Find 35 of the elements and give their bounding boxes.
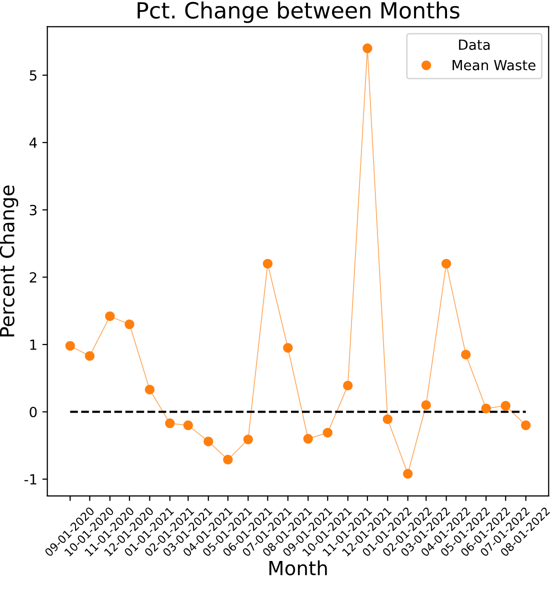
legend-title: Data	[459, 40, 490, 50]
y-tick-label: 2	[30, 272, 36, 282]
chart-title: Pct. Change between Months	[138, 2, 460, 24]
point	[243, 434, 253, 444]
point	[144, 384, 155, 394]
point	[481, 404, 491, 414]
legend-label: Mean Waste	[452, 60, 536, 70]
point	[441, 258, 452, 269]
point	[402, 468, 413, 479]
point	[500, 400, 510, 411]
point	[204, 436, 214, 446]
y-tick-label: 5	[30, 70, 36, 81]
y-tick-label: 1	[30, 340, 36, 350]
y-tick-label: 4	[29, 138, 37, 148]
point	[460, 350, 471, 360]
point	[421, 400, 431, 410]
point	[183, 420, 194, 430]
point	[343, 380, 353, 390]
y-tick-label: 0	[30, 406, 37, 418]
point	[65, 340, 76, 351]
point	[303, 434, 313, 444]
point	[322, 428, 333, 438]
point	[262, 258, 273, 269]
point	[283, 343, 293, 353]
point	[165, 418, 175, 428]
point	[84, 351, 95, 361]
x-axis-title: Month	[269, 560, 327, 576]
point	[124, 319, 134, 330]
point	[362, 43, 372, 54]
y-tick-label: -1	[24, 474, 36, 484]
point	[223, 454, 233, 464]
y-tick-label: 3	[30, 204, 37, 216]
point	[382, 414, 392, 424]
point	[105, 311, 115, 322]
point	[520, 420, 531, 430]
